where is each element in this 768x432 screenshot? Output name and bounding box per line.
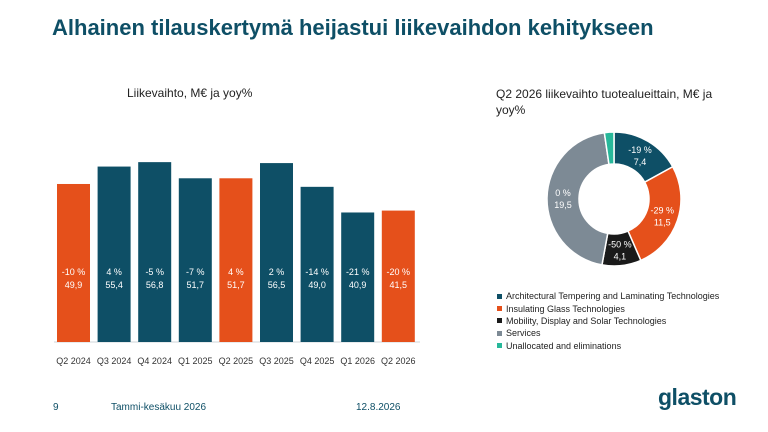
bar-value-label: 41,5 — [390, 280, 408, 290]
glaston-logo: glaston — [658, 384, 737, 410]
x-tick-label: Q2 2026 — [381, 356, 416, 366]
slice-value-label: 11,5 — [654, 217, 671, 227]
slice-yoy-label: 0 % — [555, 188, 571, 198]
bar-yoy-label: -20 % — [387, 267, 411, 277]
bar-value-label: 56,8 — [146, 280, 164, 290]
legend-swatch — [497, 330, 502, 336]
legend-swatch — [497, 293, 502, 299]
bar-yoy-label: -21 % — [346, 267, 370, 277]
bar — [341, 212, 375, 342]
legend-swatch — [497, 318, 502, 324]
slice-value-label: 19,5 — [554, 200, 572, 210]
legend-item: Services — [497, 327, 719, 339]
legend-item: Insulating Glass Technologies — [497, 302, 719, 314]
x-tick-label: Q4 2024 — [137, 356, 172, 366]
legend-swatch — [497, 343, 502, 349]
bar — [260, 163, 293, 342]
bar-value-label: 55,4 — [105, 280, 123, 290]
bar — [219, 178, 253, 342]
bar — [178, 178, 212, 342]
bar-yoy-label: 4 % — [106, 267, 122, 277]
x-tick-label: Q4 2025 — [300, 356, 335, 366]
bar-value-label: 49,0 — [308, 280, 326, 290]
x-tick-label: Q1 2025 — [178, 356, 213, 366]
slice-value-label: 7,4 — [634, 157, 647, 167]
bar — [138, 162, 172, 342]
legend-label: Mobility, Display and Solar Technologies — [506, 315, 667, 326]
page-number: 9 — [53, 402, 59, 413]
slice-value-label: 4,1 — [614, 252, 627, 262]
bar-value-label: 51,7 — [227, 280, 245, 290]
x-tick-label: Q3 2025 — [259, 356, 294, 366]
bar — [300, 186, 334, 342]
legend-label: Insulating Glass Technologies — [506, 303, 625, 314]
bar-value-label: 56,5 — [268, 280, 286, 290]
bar-value-label: 51,7 — [187, 280, 205, 290]
bar-value-label: 40,9 — [349, 280, 367, 290]
legend-label: Services — [506, 328, 541, 339]
bar — [57, 183, 90, 342]
donut-chart-subtitle: Q2 2026 liikevaihto tuotealueittain, M€ … — [496, 87, 713, 117]
footer-period: Tammi-kesäkuu 2026 — [111, 402, 207, 413]
footer-date: 12.8.2026 — [356, 402, 401, 413]
legend-label: Architectural Tempering and Laminating T… — [506, 291, 720, 302]
bar-yoy-label: -10 % — [62, 267, 86, 277]
bar-yoy-label: -7 % — [186, 267, 205, 277]
page-title: Alhainen tilauskertymä heijastui liikeva… — [52, 15, 654, 40]
bar-yoy-label: -5 % — [145, 267, 164, 277]
bar-value-label: 49,9 — [65, 280, 83, 290]
donut-slice — [546, 131, 610, 266]
slice-yoy-label: -50 % — [608, 240, 632, 250]
bar — [97, 166, 131, 342]
donut-legend: Architectural Tempering and Laminating T… — [497, 290, 719, 352]
x-tick-label: Q1 2026 — [340, 356, 375, 366]
legend-item: Architectural Tempering and Laminating T… — [497, 290, 719, 302]
x-tick-label: Q2 2024 — [56, 356, 91, 366]
slice-yoy-label: -19 % — [628, 145, 652, 155]
legend-item: Unallocated and eliminations — [497, 340, 719, 352]
donut-slice — [627, 165, 682, 262]
bar — [381, 210, 415, 342]
bar-yoy-label: -14 % — [305, 267, 329, 277]
x-tick-label: Q2 2025 — [219, 356, 254, 366]
legend-label: Unallocated and eliminations — [506, 340, 622, 351]
bar-chart-subtitle: Liikevaihto, M€ ja yoy% — [127, 86, 253, 100]
bar-yoy-label: 2 % — [269, 267, 285, 277]
bar-yoy-label: 4 % — [228, 267, 244, 277]
donut-slice — [603, 131, 615, 166]
legend-item: Mobility, Display and Solar Technologies — [497, 315, 719, 327]
legend-swatch — [497, 306, 502, 312]
x-tick-label: Q3 2024 — [97, 356, 132, 366]
slice-yoy-label: -29 % — [651, 205, 675, 215]
